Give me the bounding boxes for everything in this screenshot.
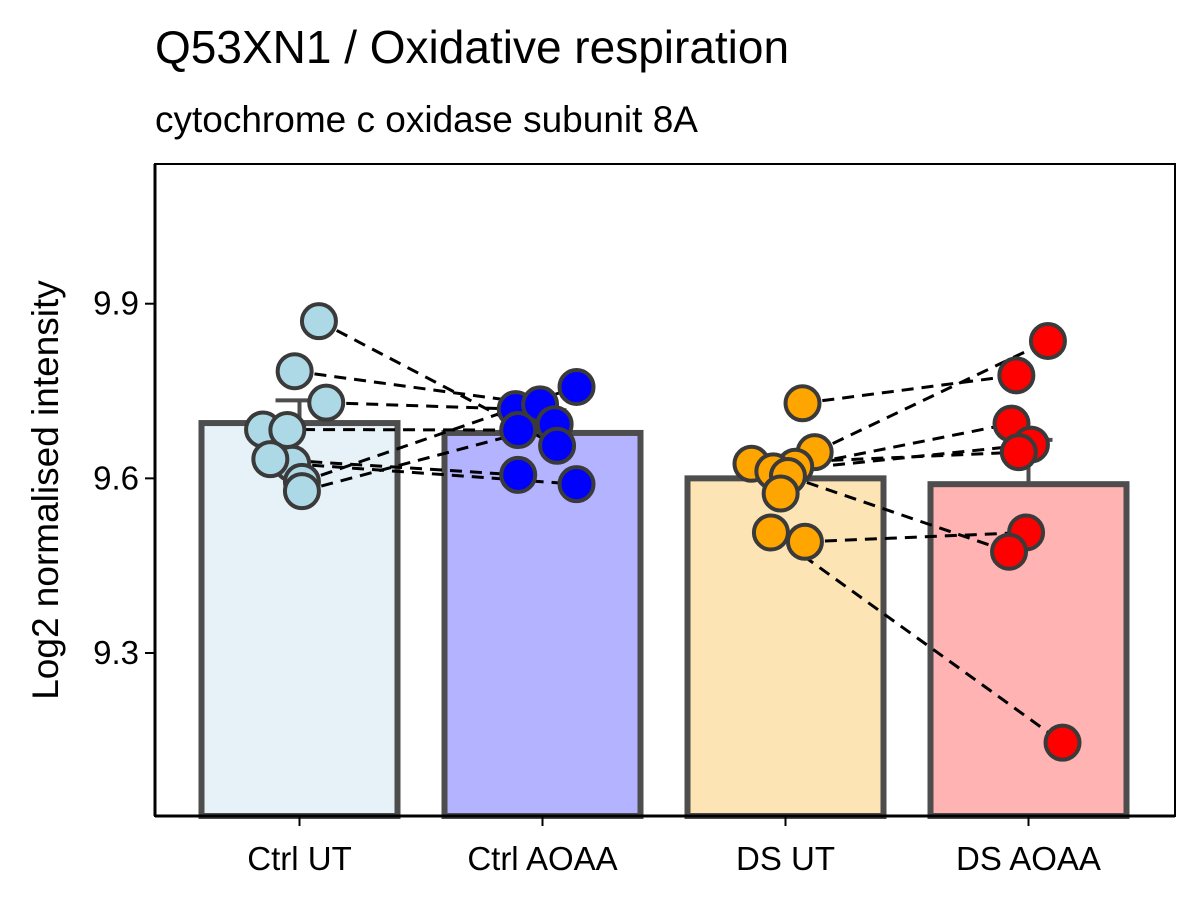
axes-layer: 9.3 9.6 9.9 Ctrl UT Ctrl AOAA DS UT DS AOAA (93, 163, 1176, 877)
point-ds-ut (761, 474, 800, 513)
pair-line (326, 401, 516, 411)
x-tick-label: Ctrl AOAA (467, 840, 617, 877)
pair-line (802, 373, 1017, 405)
point-ctrl-ut (268, 411, 307, 450)
bar-ctrl-aoaa (441, 429, 644, 819)
chart-title: Q53XN1 / Oxidative respiration (155, 21, 789, 73)
point-ds-ut (783, 384, 822, 423)
point-ds-ut (751, 513, 790, 552)
pair-line (301, 422, 556, 493)
point-ds-ut (785, 522, 824, 561)
pair-line (814, 339, 1049, 454)
x-tick-label: Ctrl UT (247, 840, 351, 877)
point-ds-aoaa (1028, 321, 1067, 360)
bars-layer (198, 420, 1130, 819)
point-ctrl-ut (275, 352, 314, 391)
point-ds-aoaa (1043, 723, 1082, 762)
pair-line (804, 530, 1027, 544)
point-ctrl-aoaa (557, 367, 596, 406)
pair-line (294, 369, 541, 406)
x-tick-label: DS AOAA (956, 840, 1101, 877)
point-ctrl-ut (282, 472, 321, 511)
point-ctrl-ut (251, 440, 290, 479)
pair-line (270, 457, 519, 477)
point-ctrl-aoaa (499, 411, 538, 450)
y-tick-label: 9.6 (93, 459, 139, 496)
y-tick-label: 9.3 (93, 634, 139, 671)
point-ds-aoaa (997, 356, 1036, 395)
point-ds-aoaa (990, 532, 1029, 571)
point-ctrl-aoaa (499, 455, 538, 494)
points-layer (244, 302, 1082, 762)
y-axis-title: Log2 normalised intensity (25, 280, 66, 700)
x-tick-label: DS UT (736, 840, 835, 877)
point-ctrl-aoaa (557, 465, 596, 504)
y-tick-label: 9.9 (93, 285, 139, 322)
point-ctrl-ut (307, 383, 346, 422)
point-ctrl-aoaa (538, 426, 577, 465)
pair-line (794, 422, 1012, 469)
chart-subtitle: cytochrome c oxidase subunit 8A (155, 99, 698, 140)
point-ctrl-ut (299, 302, 338, 341)
pair-line (292, 462, 577, 486)
point-ds-aoaa (999, 433, 1038, 472)
